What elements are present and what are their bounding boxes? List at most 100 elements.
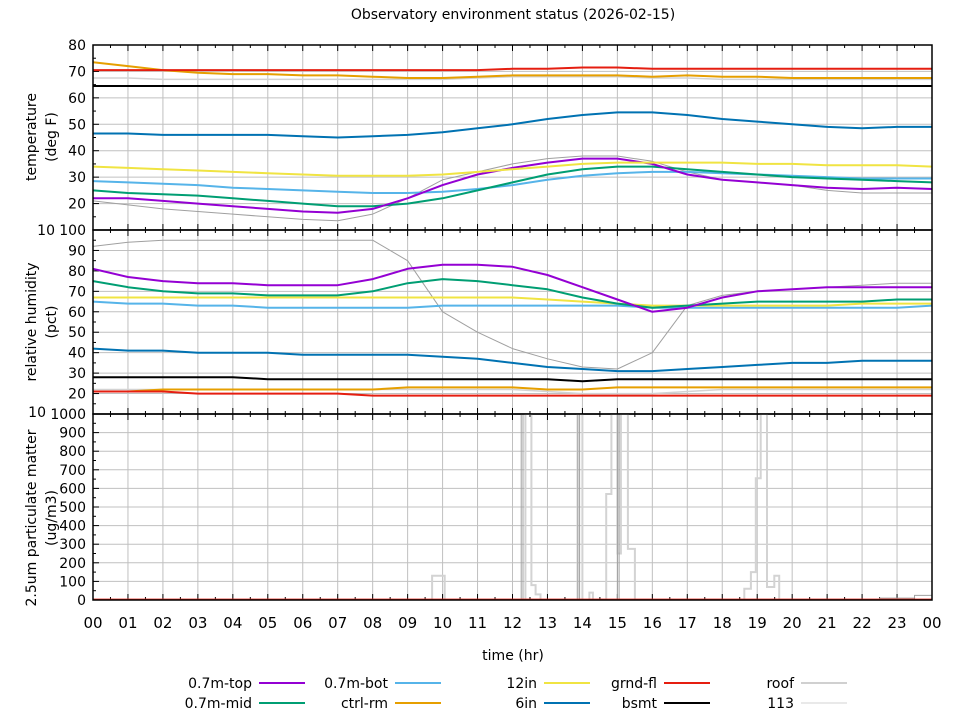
series-line-6in [93,111,932,139]
x-tick-label: 06 [293,614,312,632]
x-tick-label: 10 [433,614,452,632]
y-tick-label: 30 [68,366,86,382]
series-group [93,414,932,600]
series-line-0.7m-bot [93,170,932,194]
y-tick-label: 500 [59,500,86,516]
series-group [93,239,932,397]
series-line-0.7m-bot [93,300,932,309]
legend-label: 0.7m-bot [324,676,388,692]
series-line-0.7m-top [93,263,932,313]
y-tick-label: 80 [68,264,86,280]
x-tick-label: 04 [223,614,242,632]
x-tick-label: 03 [188,614,207,632]
legend-item: 0.7m-mid [185,696,305,712]
y-tick-label: 70 [68,64,86,80]
y-axis-label: 2.5um particulate matter [24,429,40,606]
x-tick-label: 20 [783,614,802,632]
y-tick-label: 60 [68,91,86,107]
y-tick-label: 50 [68,325,86,341]
series-line-113 [93,75,932,81]
y-tick-label: 0 [77,593,86,609]
series-line-ctrl-rm [93,61,932,79]
series-line-0.7m-mid [93,165,932,208]
y-tick-label: 100 [59,223,86,239]
x-tick-label: 14 [573,614,592,632]
x-tick-label: 00 [83,614,102,632]
legend-item: 113 [767,696,847,712]
y-tick-label: 1000 [50,407,86,423]
y-tick-label: 20 [68,197,86,213]
panel-0: 10 20 30 40 50 60 70 80 temperature (deg F) [24,38,933,239]
legend-label: 0.7m-top [188,676,252,692]
y-tick-label: 700 [59,463,86,479]
x-tick-label: 18 [713,614,732,632]
panel-1: 10 20 30 40 50 60 70 80 90 100 relative humidity (p… [24,223,933,421]
series-line-roof [93,414,932,600]
legend-label: roof [766,676,795,692]
series-line-bsmt [93,376,932,383]
x-tick-label: 21 [818,614,837,632]
y-tick-label: 40 [68,144,86,160]
x-tick-label: 09 [398,614,417,632]
series-line-12in [93,296,932,307]
y-tick-label: 10 [28,405,46,421]
legend-item: roof [766,676,847,692]
legend: 0.7m-top 0.7m-mid 0.7m-bot ctrl-rm 12in 6in gr… [185,676,847,712]
legend-item: bsmt [622,696,710,712]
legend-label: bsmt [622,696,658,712]
y-tick-label: 40 [68,346,86,362]
x-tick-label: 07 [328,614,347,632]
legend-label: 0.7m-mid [185,696,252,712]
chart-title: Observatory environment status (2026-02-… [351,7,675,23]
y-tick-label: 300 [59,537,86,553]
legend-label: 12in [506,676,537,692]
x-tick-label: 02 [153,614,172,632]
x-tick-label: 11 [468,614,487,632]
y-tick-label: 10 [37,223,55,239]
y-tick-label: 90 [68,243,86,259]
series-group [93,61,932,222]
x-tick-label: 19 [748,614,767,632]
x-tick-label: 13 [538,614,557,632]
x-tick-label: 17 [678,614,697,632]
y-tick-label: 900 [59,426,86,442]
legend-item: ctrl-rm [341,696,441,712]
legend-item: 12in [506,676,590,692]
series-line-ctrl-rm [93,386,932,393]
y-tick-label: 100 [59,574,86,590]
x-tick-label: 16 [643,614,662,632]
y-axis-label: (ug/m3) [44,490,60,546]
y-tick-label: 30 [68,170,86,186]
x-axis-label: time (hr) [482,648,544,664]
x-tick-labels: 00 01 02 03 04 05 06 07 08 09 10 11 12 13 14 15 16 17 18 19… [83,614,941,632]
y-tick-label: 200 [59,556,86,572]
x-tick-label: 01 [118,614,137,632]
x-tick-label: 12 [503,614,522,632]
y-tick-label: 50 [68,117,86,133]
x-tick-label: 00 [922,614,941,632]
panel-frame [92,413,933,601]
series-line-0.7m-mid [93,278,932,309]
legend-label: 6in [515,696,537,712]
y-axis-label: (deg F) [44,112,60,162]
legend-item: grnd-fl [611,676,710,692]
x-tick-label: 23 [887,614,906,632]
series-line-grnd-fl [93,390,932,397]
legend-label: grnd-fl [611,676,657,692]
series-line-12in [93,161,932,177]
legend-item: 0.7m-top [188,676,305,692]
series-line-grnd-fl [93,66,932,72]
y-tick-label: 20 [68,387,86,403]
panels: 10 20 30 40 50 60 70 80 temperature (deg F) 10 20 30… [24,38,942,632]
series-line-0.7m-top [93,157,932,214]
x-tick-label: 22 [853,614,872,632]
series-line-113 [93,414,932,600]
y-tick-label: 80 [68,38,86,54]
y-axis-label: (pct) [44,306,60,339]
legend-label: 113 [767,696,794,712]
y-axis-label: temperature [24,93,40,181]
legend-item: 6in [515,696,590,712]
y-tick-label: 600 [59,481,86,497]
y-tick-label: 400 [59,519,86,535]
